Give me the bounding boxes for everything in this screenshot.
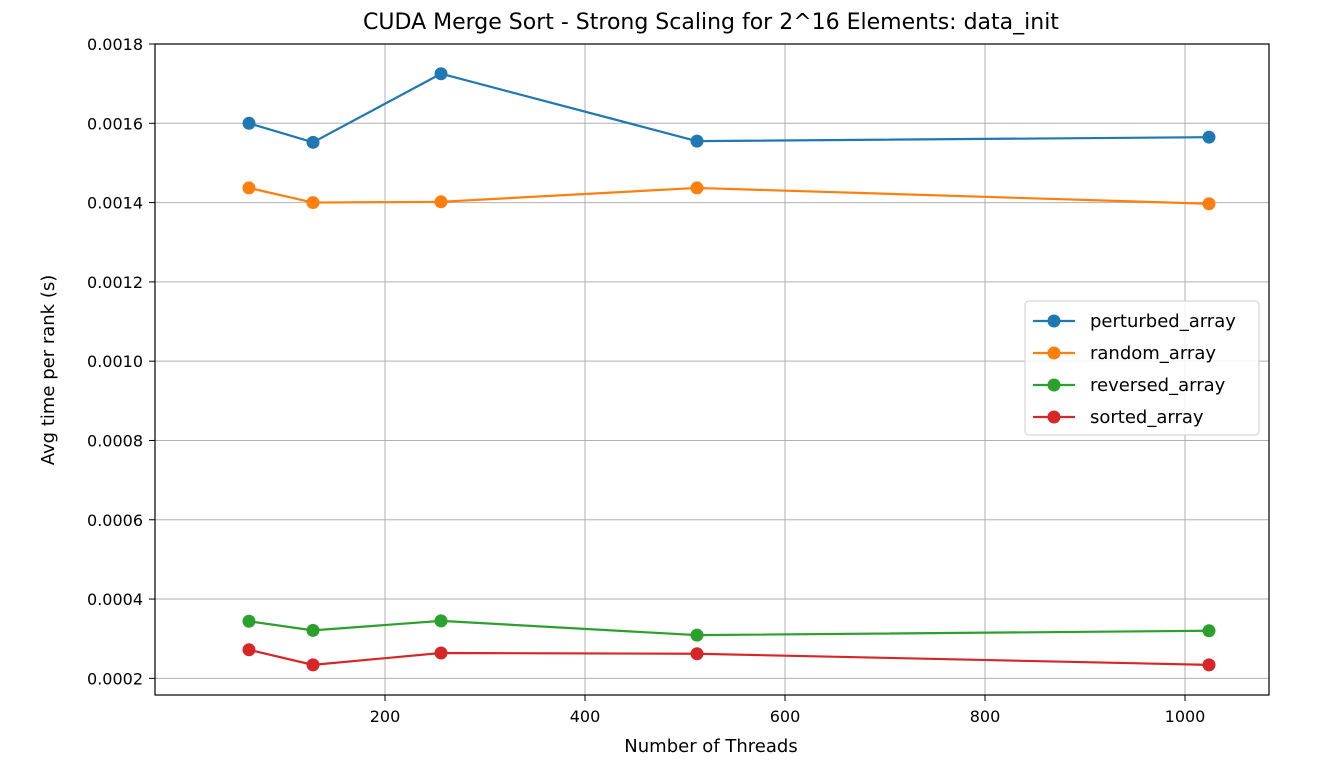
- y-tick-label: 0.0018: [87, 35, 143, 54]
- y-tick-label: 0.0008: [87, 431, 143, 450]
- legend-item-random_array: random_array: [1033, 343, 1216, 364]
- data-point-random_array: [434, 195, 448, 209]
- y-tick-label: 0.0006: [87, 511, 143, 530]
- series-reversed_array: [242, 614, 1216, 642]
- x-tick-label: 600: [770, 707, 801, 726]
- data-point-perturbed_array: [242, 116, 256, 130]
- legend-label: perturbed_array: [1090, 311, 1236, 332]
- x-axis-label: Number of Threads: [624, 736, 797, 757]
- legend-item-perturbed_array: perturbed_array: [1033, 311, 1236, 332]
- x-tick-label: 1000: [1165, 707, 1206, 726]
- x-tick-label: 800: [970, 707, 1001, 726]
- x-tick-label: 400: [570, 707, 601, 726]
- legend-marker-swatch: [1047, 378, 1061, 392]
- data-point-perturbed_array: [306, 135, 320, 149]
- y-tick-label: 0.0010: [87, 352, 143, 371]
- data-point-sorted_array: [242, 643, 256, 657]
- data-point-random_array: [306, 196, 320, 210]
- data-point-sorted_array: [434, 646, 448, 660]
- series-line-sorted_array: [248, 648, 1210, 666]
- series-sorted_array: [242, 643, 1216, 672]
- series-layer: [242, 67, 1216, 672]
- chart-title: CUDA Merge Sort - Strong Scaling for 2^1…: [363, 10, 1059, 35]
- y-tick-label: 0.0004: [87, 590, 143, 609]
- legend-marker-swatch: [1047, 346, 1061, 360]
- data-point-reversed_array: [434, 614, 448, 628]
- plot-area-frame: [154, 43, 1270, 696]
- data-point-sorted_array: [1202, 658, 1216, 672]
- x-tick-label: 200: [370, 707, 401, 726]
- data-point-reversed_array: [306, 623, 320, 637]
- legend-label: random_array: [1090, 343, 1216, 364]
- y-tick-label: 0.0014: [87, 194, 143, 213]
- data-point-sorted_array: [306, 658, 320, 672]
- data-point-sorted_array: [690, 647, 704, 661]
- legend-marker-swatch: [1047, 314, 1061, 328]
- data-point-reversed_array: [242, 614, 256, 628]
- y-tick-label: 0.0016: [87, 114, 143, 133]
- data-point-random_array: [690, 181, 704, 195]
- legend-marker-swatch: [1047, 410, 1061, 424]
- data-point-random_array: [1202, 197, 1216, 211]
- series-line-random_array: [248, 186, 1210, 205]
- data-point-reversed_array: [1202, 624, 1216, 638]
- legend-label: sorted_array: [1090, 407, 1204, 428]
- series-random_array: [242, 181, 1216, 211]
- series-line-perturbed_array: [248, 72, 1210, 144]
- data-point-perturbed_array: [1202, 130, 1216, 144]
- series-line-reversed_array: [248, 619, 1210, 637]
- tick-layer: 200 400 600 800 1000 0.0002 0.0004 0.0006 0.0008…: [87, 35, 1205, 726]
- y-tick-label: 0.0012: [87, 273, 143, 292]
- data-point-perturbed_array: [690, 134, 704, 148]
- data-point-perturbed_array: [434, 67, 448, 81]
- y-tick-label: 0.0002: [87, 669, 143, 688]
- legend: perturbed_array random_array reversed_arra…: [1024, 300, 1260, 436]
- data-point-random_array: [242, 181, 256, 195]
- y-axis-label: Avg time per rank (s): [38, 275, 59, 465]
- data-point-reversed_array: [690, 628, 704, 642]
- legend-item-reversed_array: reversed_array: [1033, 375, 1226, 396]
- legend-item-sorted_array: sorted_array: [1033, 407, 1204, 428]
- legend-box: [1024, 300, 1260, 436]
- legend-label: reversed_array: [1090, 375, 1226, 396]
- series-perturbed_array: [242, 67, 1216, 149]
